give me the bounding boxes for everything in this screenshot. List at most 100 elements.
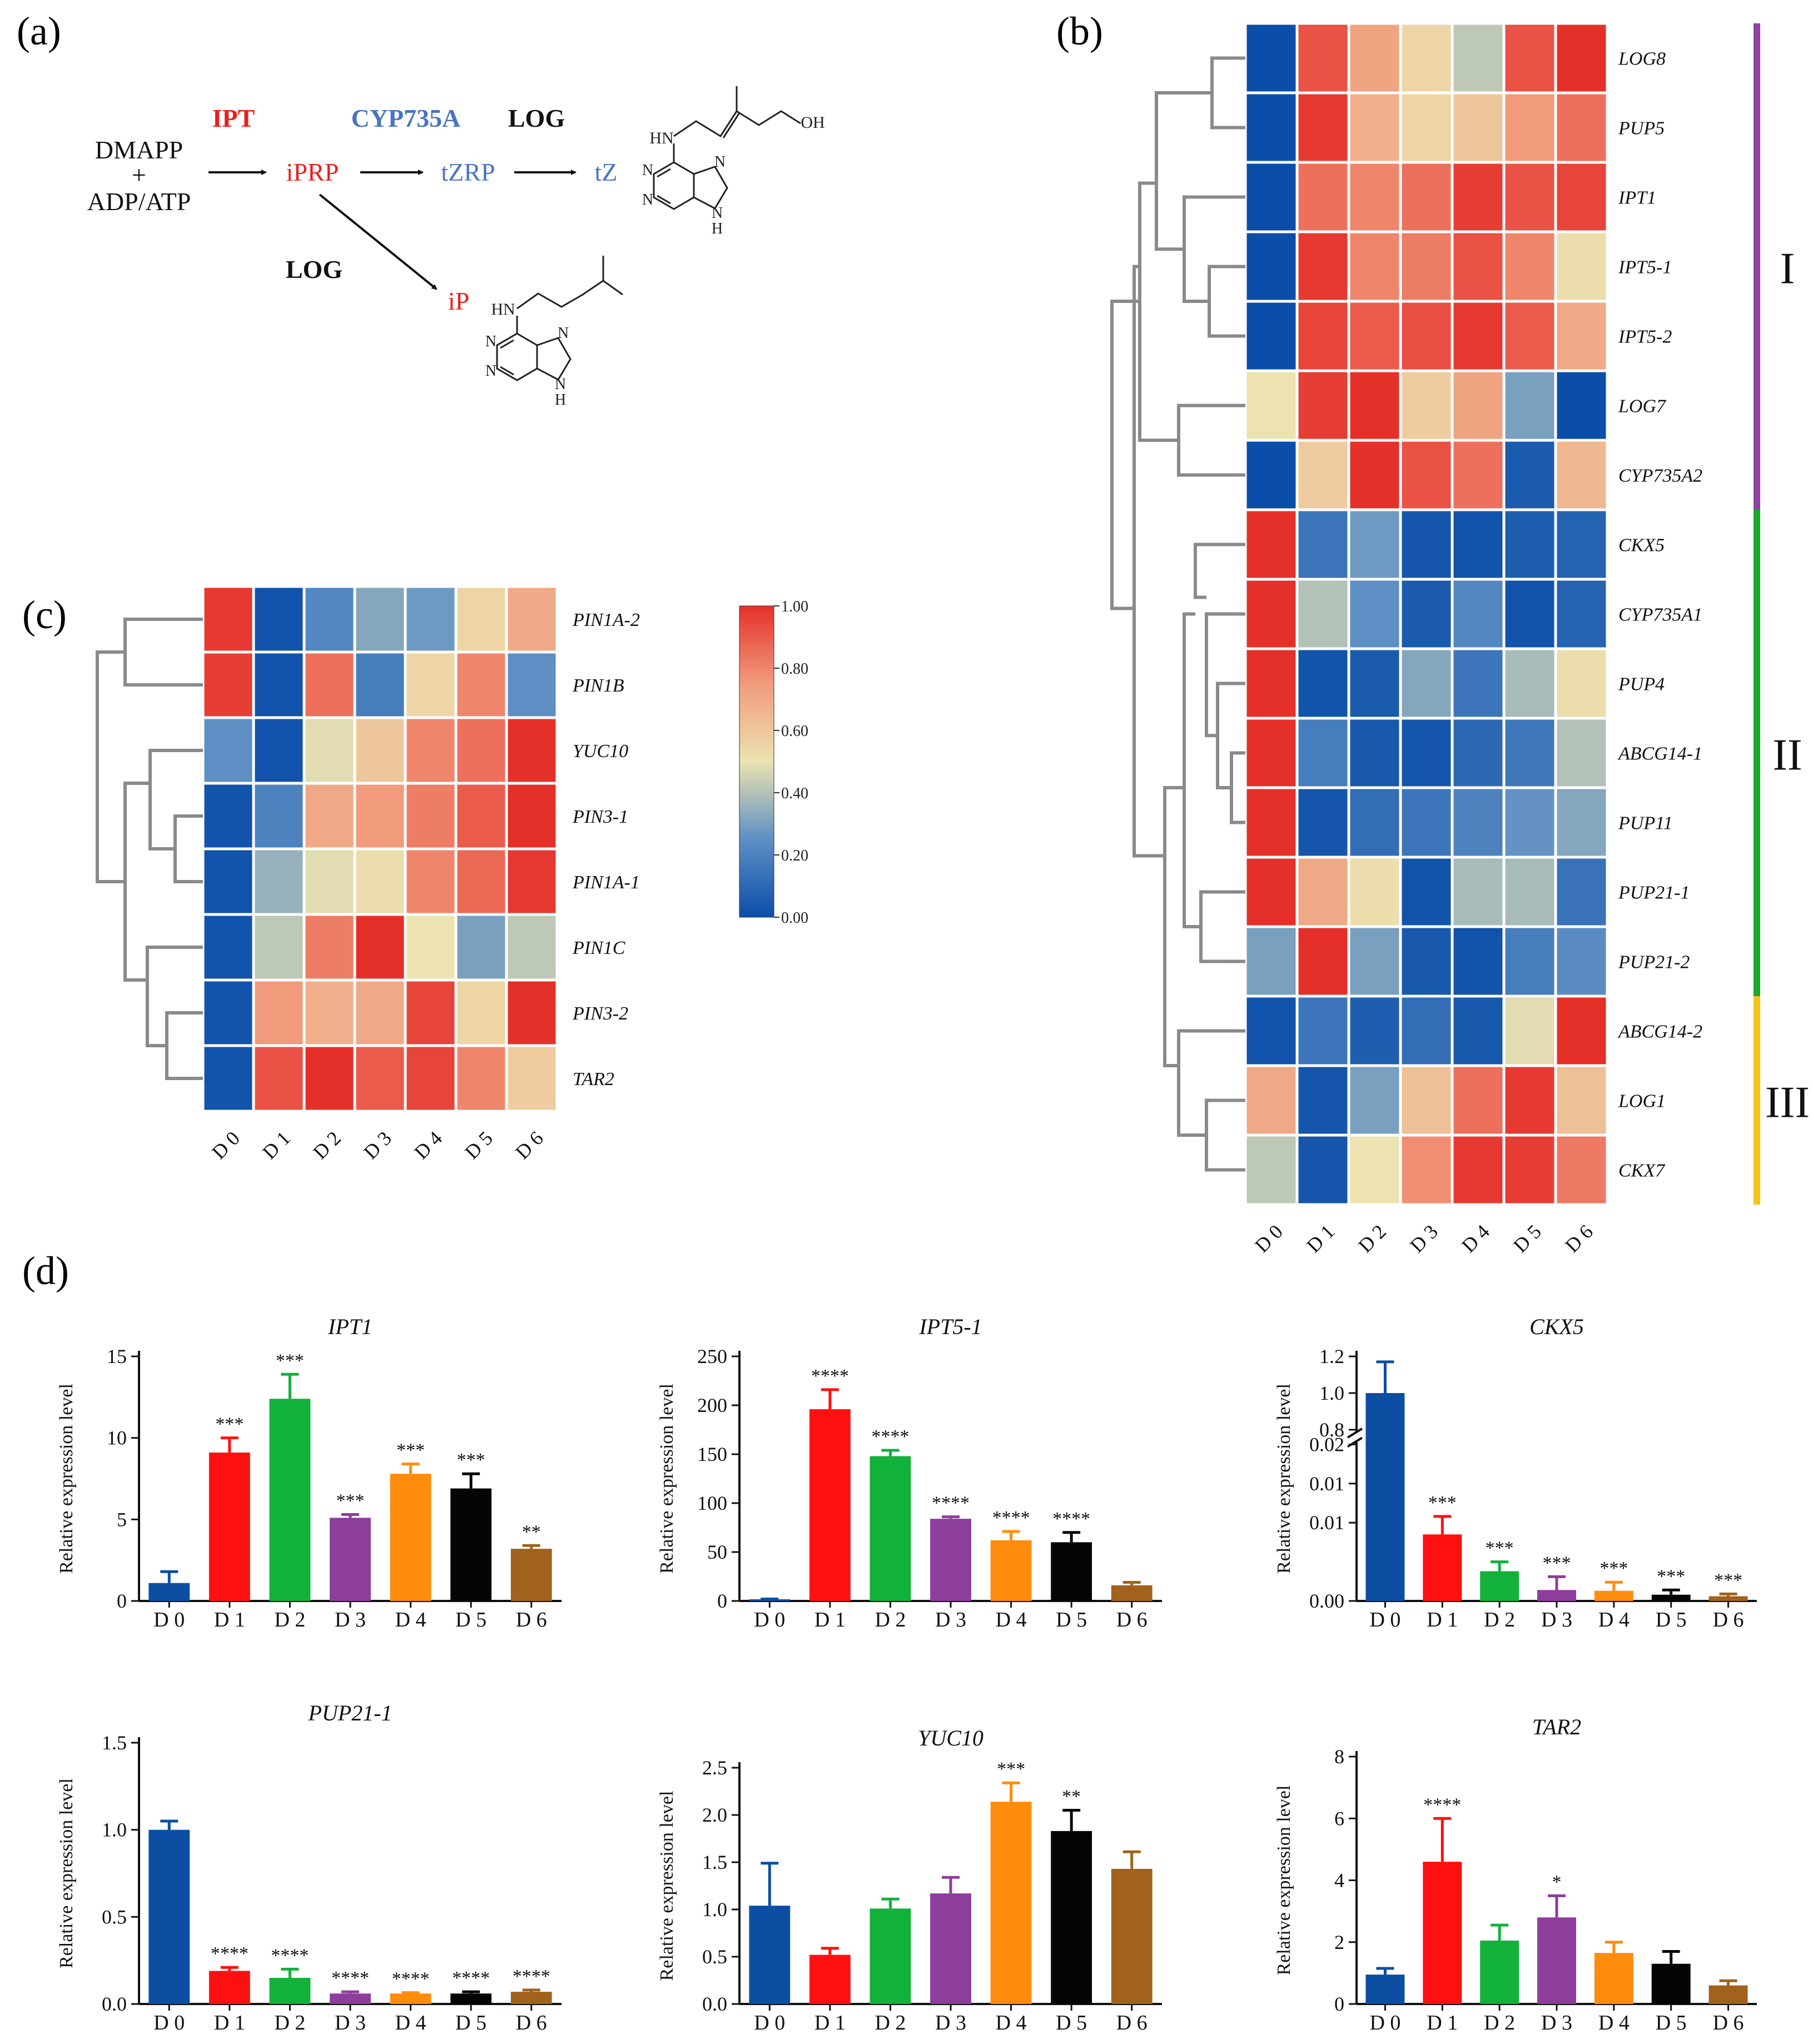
bar (1708, 1596, 1748, 1601)
y-tick-label: 1.5 (102, 1732, 127, 1754)
heatmap-cell (1244, 161, 1299, 233)
x-tick-label: D 1 (814, 2011, 846, 2035)
heatmap-cell (1554, 161, 1609, 233)
heatmap-cell (1399, 578, 1454, 650)
heatmap-cell (1295, 91, 1350, 164)
heatmap-cell (1244, 369, 1299, 442)
y-tick-label: 1.0 (1319, 1382, 1344, 1404)
tz-atom-h: H (712, 220, 723, 237)
y-tick-label: 1.2 (1319, 1345, 1344, 1367)
heatmap-cell (1554, 786, 1609, 859)
heatmap-cell (1347, 508, 1402, 581)
heatmap-cell (1451, 647, 1506, 720)
ip-atom-n3: N (558, 325, 569, 342)
dendrogram-branch (165, 1011, 203, 1080)
heatmap-row-label: PIN3-1 (572, 807, 628, 827)
heatmap-cell (1347, 369, 1402, 442)
heatmap-cell (1347, 786, 1402, 859)
heatmap-cell (1244, 856, 1299, 928)
heatmap-cell (505, 650, 559, 719)
heatmap-cell (1451, 439, 1506, 511)
tz-atom-n2: N (642, 191, 653, 208)
heatmap-row-label: PIN1A-1 (572, 872, 640, 893)
x-tick-label: D 6 (1116, 1608, 1148, 1632)
dendrogram-branch (1183, 195, 1245, 303)
bar (1111, 1585, 1153, 1601)
heatmap-col-label: D 2 (309, 1127, 345, 1163)
dendrogram-branch (1194, 543, 1245, 599)
heatmap-cell (1451, 508, 1506, 581)
colorbar-tick-label: 0.60 (781, 723, 808, 740)
y-tick-label: 5 (117, 1508, 127, 1530)
heatmap-cell (454, 650, 508, 719)
heatmap-cell (404, 1044, 458, 1113)
bar-chart-title: IPT5-1 (918, 1314, 982, 1339)
heatmap-cell (302, 847, 356, 916)
tz-atom-n1: N (642, 162, 653, 179)
bar (1651, 1594, 1691, 1601)
x-tick-label: D 0 (1369, 2011, 1400, 2035)
x-tick-label: D 2 (274, 1608, 305, 1632)
bar-chart-pup21-1: PUP21-1 Relative expression level 0.0 0.5 1.… (56, 1700, 562, 2035)
x-tick-label: D 0 (153, 2011, 185, 2035)
dendrogram-branch (1183, 612, 1201, 928)
x-tick-label: D 6 (1713, 2011, 1744, 2035)
heatmap-cell (1399, 1133, 1454, 1206)
colorbar: 1.00 0.80 0.60 0.40 0.20 0.00 (739, 598, 808, 927)
significance-marker: **** (932, 1493, 970, 1514)
heatmap-cell (302, 585, 356, 654)
y-tick-label: 2.0 (702, 1804, 727, 1826)
y-tick-label: 0.0 (702, 1993, 727, 2015)
bar-chart-yuc10: YUC10 Relative expression level 0.0 0.5 1.0 1… (657, 1725, 1162, 2035)
heatmap-cell (1502, 300, 1557, 372)
x-tick-label: D 6 (1713, 1608, 1744, 1632)
x-tick-label: D 6 (516, 1608, 547, 1632)
compound-tzrp: tZRP (441, 158, 495, 186)
heatmap-cell (454, 782, 508, 851)
bar (208, 1453, 250, 1601)
bar (208, 1971, 250, 2004)
heatmap-cell (353, 913, 407, 982)
significance-marker: **** (211, 1943, 249, 1964)
bar (269, 1978, 311, 2004)
heatmap-cell (201, 585, 255, 654)
heatmap-cell (1244, 439, 1299, 511)
heatmap-cell (505, 782, 559, 851)
bar (1051, 1542, 1092, 1601)
heatmap-cell (353, 585, 407, 654)
y-tick-label: 0.01 (1309, 1473, 1344, 1495)
colorbar-gradient (739, 605, 774, 918)
bar (330, 1518, 371, 1601)
heatmap-cell (1502, 91, 1557, 164)
substrate-dmapp: DMAPP (95, 136, 183, 164)
axis-break-mark (1347, 1428, 1363, 1439)
heatmap-cell (1399, 439, 1454, 511)
heatmap-cell (1295, 508, 1350, 581)
cluster-label: III (1765, 1078, 1810, 1127)
heatmap-cell (1295, 1133, 1350, 1206)
y-tick-label: 1.5 (702, 1851, 727, 1873)
significance-marker: **** (1423, 1794, 1461, 1815)
bar (1480, 1940, 1519, 2004)
significance-marker: *** (1657, 1566, 1685, 1587)
x-tick-label: D 5 (1656, 1608, 1687, 1632)
heatmap-cell (1554, 647, 1609, 720)
dendrogram-branch (1205, 1098, 1245, 1172)
heatmap-cell (1347, 439, 1402, 511)
heatmap-row-label: IPT1 (1618, 188, 1656, 208)
colorbar-tick-label: 0.20 (781, 847, 808, 864)
heatmap-cell (505, 913, 559, 982)
heatmap-row-label: IPT5-2 (1618, 327, 1672, 347)
heatmap-cell (252, 650, 306, 719)
bar (809, 1955, 851, 2004)
x-tick-label: D 5 (455, 1608, 486, 1632)
tz-atom-n4: N (712, 205, 723, 222)
heatmap-cell (1347, 578, 1402, 650)
y-tick-label: 0.0 (102, 1993, 127, 2015)
compound-iprp: iPRP (286, 158, 339, 186)
y-tick-label: 0.02 (1309, 1433, 1344, 1455)
heatmap-cell (404, 978, 458, 1047)
x-tick-label: D 4 (996, 2011, 1027, 2035)
heatmap-cell (1295, 1064, 1350, 1137)
heatmap-cell (201, 782, 255, 851)
